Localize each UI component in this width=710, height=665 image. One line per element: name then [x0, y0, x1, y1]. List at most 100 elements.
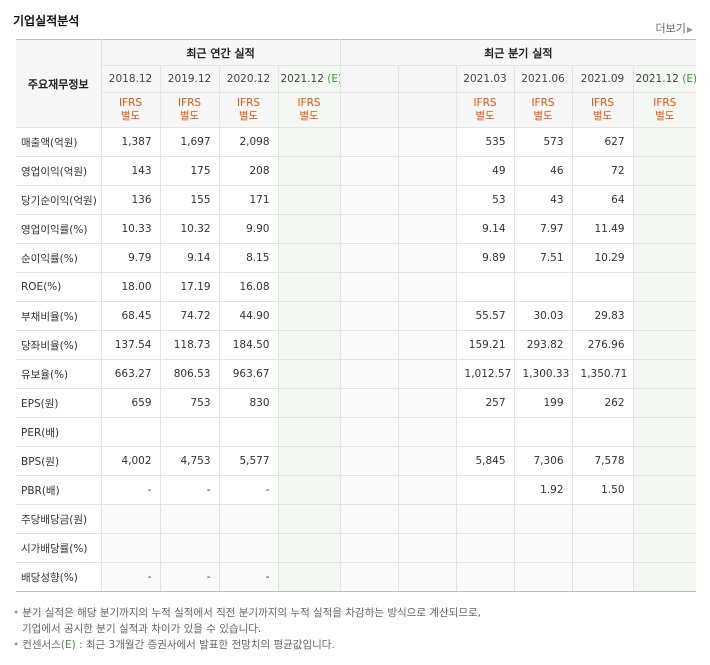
- table-row: ROE(%) 18.00 17.19 16.08: [16, 272, 697, 302]
- footnote-2: • 컨센서스(E) : 최근 3개월간 증권사에서 발표한 전망치의 평균값입니다…: [13, 639, 335, 651]
- row-label: 당기순이익(억원): [16, 185, 102, 215]
- quarter-value-cell: [513, 272, 573, 302]
- ifrs-label: IFRS 별도: [100, 92, 161, 128]
- ifrs-label: IFRS 별도: [632, 92, 697, 128]
- annual-value-cell: [277, 272, 341, 302]
- quarter-value-cell: 159.21: [455, 330, 515, 360]
- quarter-value-cell: [339, 359, 399, 389]
- quarter-value-cell: 627: [571, 127, 634, 157]
- more-link[interactable]: 더보기▶: [655, 20, 693, 36]
- annual-value-cell: 9.90: [218, 214, 279, 244]
- quarter-value-cell: [397, 562, 457, 592]
- annual-value-cell: 9.14: [159, 243, 220, 273]
- annual-value-cell: 175: [159, 156, 220, 186]
- quarter-value-cell: [632, 272, 697, 302]
- empty-header-cell: [397, 92, 457, 128]
- row-label: 순이익률(%): [16, 243, 102, 273]
- quarter-value-cell: 257: [455, 388, 515, 418]
- annual-value-cell: 830: [218, 388, 279, 418]
- quarter-value-cell: 64: [571, 185, 634, 215]
- quarter-value-cell: 1,012.57: [455, 359, 515, 389]
- table-corner-label: 주요재무정보: [16, 39, 102, 128]
- quarter-value-cell: [339, 330, 399, 360]
- annual-value-cell: 18.00: [100, 272, 161, 302]
- annual-value-cell: [218, 417, 279, 447]
- row-label: PER(배): [16, 417, 102, 447]
- annual-value-cell: -: [100, 475, 161, 505]
- ifrs-label: IFRS 별도: [277, 92, 341, 128]
- quarter-value-cell: [339, 475, 399, 505]
- annual-value-cell: [277, 330, 341, 360]
- quarter-value-cell: [339, 214, 399, 244]
- quarter-value-cell: [571, 504, 634, 534]
- annual-value-cell: [159, 533, 220, 563]
- empty-header-cell: [339, 92, 399, 128]
- row-label: PBR(배): [16, 475, 102, 505]
- annual-value-cell: [277, 417, 341, 447]
- quarter-value-cell: 29.83: [571, 301, 634, 331]
- quarter-value-cell: [632, 417, 697, 447]
- quarter-value-cell: [455, 272, 515, 302]
- quarter-group-header: 최근 분기 실적: [339, 39, 697, 66]
- annual-value-cell: 659: [100, 388, 161, 418]
- quarter-value-cell: 7.97: [513, 214, 573, 244]
- annual-value-cell: [277, 446, 341, 476]
- quarter-value-cell: [397, 504, 457, 534]
- quarter-value-cell: 573: [513, 127, 573, 157]
- quarter-value-cell: [339, 185, 399, 215]
- annual-value-cell: [277, 156, 341, 186]
- table-row: EPS(원) 659 753 830 257 199 262: [16, 388, 697, 418]
- annual-value-cell: 171: [218, 185, 279, 215]
- annual-value-cell: -: [218, 562, 279, 592]
- table-row: PER(배): [16, 417, 697, 447]
- quarter-value-cell: [397, 475, 457, 505]
- quarter-date-header: [397, 65, 457, 93]
- quarter-value-cell: 49: [455, 156, 515, 186]
- quarter-value-cell: [397, 272, 457, 302]
- quarter-value-cell: [397, 156, 457, 186]
- quarter-value-cell: [632, 359, 697, 389]
- table-row: 유보율(%) 663.27 806.53 963.67 1,012.57 1,300.33…: [16, 359, 697, 389]
- quarter-value-cell: [571, 533, 634, 563]
- table-row: 순이익률(%) 9.79 9.14 8.15 9.89 7.51 10.29: [16, 243, 697, 273]
- ifrs-label: IFRS 별도: [571, 92, 634, 128]
- quarter-value-cell: [632, 533, 697, 563]
- row-label: 유보율(%): [16, 359, 102, 389]
- annual-date-header: 2019.12: [159, 65, 220, 93]
- quarter-value-cell: 1.92: [513, 475, 573, 505]
- annual-value-cell: 806.53: [159, 359, 220, 389]
- annual-value-cell: 143: [100, 156, 161, 186]
- quarter-value-cell: [339, 156, 399, 186]
- footnotes: • 분기 실적은 해당 분기까지의 누적 실적에서 직전 분기까지의 누적 실적을…: [13, 605, 481, 653]
- annual-value-cell: [277, 127, 341, 157]
- annual-value-cell: 10.33: [100, 214, 161, 244]
- annual-value-cell: [277, 533, 341, 563]
- annual-value-cell: [277, 359, 341, 389]
- quarter-value-cell: [339, 533, 399, 563]
- quarter-value-cell: 9.14: [455, 214, 515, 244]
- quarter-value-cell: [632, 388, 697, 418]
- quarter-value-cell: [397, 243, 457, 273]
- annual-value-cell: [277, 243, 341, 273]
- annual-value-cell: 753: [159, 388, 220, 418]
- quarter-date-header: 2021.06: [513, 65, 573, 93]
- annual-value-cell: [277, 301, 341, 331]
- annual-value-cell: 155: [159, 185, 220, 215]
- table-row: 부채비율(%) 68.45 74.72 44.90 55.57 30.03 29.83: [16, 301, 697, 331]
- annual-value-cell: [159, 504, 220, 534]
- section-title: 기업실적분석: [13, 14, 80, 28]
- quarter-value-cell: 10.29: [571, 243, 634, 273]
- quarter-value-cell: [632, 214, 697, 244]
- row-label: 영업이익(억원): [16, 156, 102, 186]
- table-row: BPS(원) 4,002 4,753 5,577 5,845 7,306 7,578: [16, 446, 697, 476]
- quarter-value-cell: [339, 272, 399, 302]
- quarter-value-cell: 11.49: [571, 214, 634, 244]
- quarter-value-cell: [397, 388, 457, 418]
- quarter-value-cell: [455, 475, 515, 505]
- table-row: 영업이익(억원) 143 175 208 49 46 72: [16, 156, 697, 186]
- table-row: 주당배당금(원): [16, 504, 697, 534]
- annual-value-cell: 137.54: [100, 330, 161, 360]
- quarter-value-cell: [632, 127, 697, 157]
- quarter-value-cell: [455, 562, 515, 592]
- row-label: EPS(원): [16, 388, 102, 418]
